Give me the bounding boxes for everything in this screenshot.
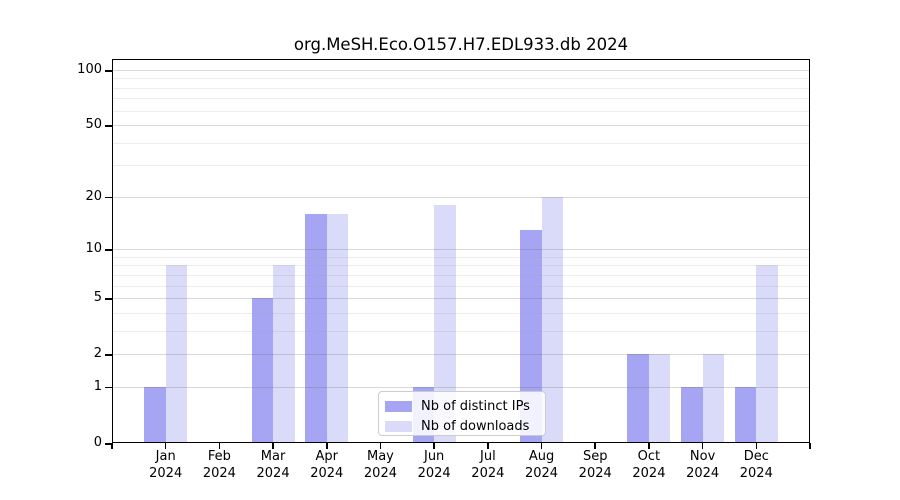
bar-distinct-ips-nov [681, 386, 703, 443]
bars-layer [112, 59, 810, 443]
y-tick-100 [105, 70, 112, 72]
x-tick-1 [164, 443, 167, 449]
bar-downloads-apr [326, 214, 349, 443]
x-tick-3 [272, 443, 274, 449]
x-tick-2 [218, 443, 221, 449]
x-tick-13 [809, 443, 811, 449]
legend-swatch-distinct-ips [385, 401, 412, 412]
bar-downloads-jun [434, 205, 456, 443]
y-tick-10 [105, 249, 112, 251]
bar-downloads-aug [541, 196, 564, 443]
y-tick-label-20: 20 [85, 188, 102, 204]
bar-distinct-ips-mar [251, 298, 274, 443]
legend-label-downloads: Nb of downloads [421, 419, 530, 434]
legend-entry-downloads: Nb of downloads [385, 418, 545, 435]
plot-area [112, 59, 810, 443]
x-tick-6 [433, 443, 435, 449]
bar-downloads-dec [756, 265, 778, 443]
y-tick-50 [105, 125, 112, 127]
x-tick-label-oct: Oct 2024 [632, 449, 666, 481]
y-tick-2 [105, 354, 112, 356]
x-tick-label-nov: Nov 2024 [686, 449, 720, 481]
x-tick-12 [755, 443, 758, 449]
x-tick-11 [701, 443, 704, 449]
x-tick-label-aug: Aug 2024 [524, 449, 559, 481]
x-tick-10 [648, 443, 650, 449]
legend-entry-distinct-ips: Nb of distinct IPs [385, 398, 545, 415]
y-tick-label-5: 5 [93, 290, 102, 306]
y-tick-label-1: 1 [93, 378, 102, 394]
legend-swatch-downloads [385, 421, 412, 432]
legend-label-distinct-ips: Nb of distinct IPs [421, 399, 530, 414]
bar-distinct-ips-apr [305, 214, 327, 443]
y-tick-0 [105, 443, 112, 445]
y-tick-label-2: 2 [93, 346, 102, 362]
x-tick-4 [326, 443, 328, 449]
x-tick-label-jul: Jul 2024 [471, 449, 505, 481]
y-tick-label-100: 100 [77, 62, 102, 77]
x-tick-9 [594, 443, 596, 449]
bar-downloads-mar [273, 265, 295, 443]
x-tick-label-mar: Mar 2024 [256, 449, 290, 481]
bar-distinct-ips-oct [627, 354, 649, 443]
bar-downloads-jan [165, 265, 188, 443]
x-tick-label-dec: Dec 2024 [739, 449, 773, 481]
bar-distinct-ips-dec [734, 386, 757, 443]
x-tick-5 [379, 443, 382, 449]
legend: Nb of distinct IPs Nb of downloads [378, 391, 546, 436]
x-tick-8 [540, 443, 543, 449]
bar-downloads-oct [648, 354, 671, 443]
bar-downloads-nov [702, 354, 725, 443]
chart-title: org.MeSH.Eco.O157.H7.EDL933.db 2024 [293, 35, 629, 54]
x-tick-label-jun: Jun 2024 [417, 449, 451, 481]
bar-distinct-ips-aug [520, 229, 542, 443]
x-tick-0 [111, 443, 113, 449]
y-tick-label-10: 10 [85, 241, 102, 257]
x-tick-label-may: May 2024 [363, 449, 397, 481]
y-tick-label-50: 50 [85, 117, 102, 133]
x-tick-label-apr: Apr 2024 [310, 449, 344, 481]
x-tick-7 [487, 443, 489, 449]
y-tick-5 [105, 298, 112, 300]
y-tick-label-0: 0 [93, 435, 102, 450]
x-tick-label-feb: Feb 2024 [202, 449, 236, 481]
y-tick-20 [105, 196, 112, 199]
bar-distinct-ips-jan [144, 386, 166, 443]
y-tick-1 [105, 386, 112, 389]
x-tick-label-sep: Sep 2024 [578, 449, 612, 481]
x-tick-label-jan: Jan 2024 [149, 449, 183, 481]
